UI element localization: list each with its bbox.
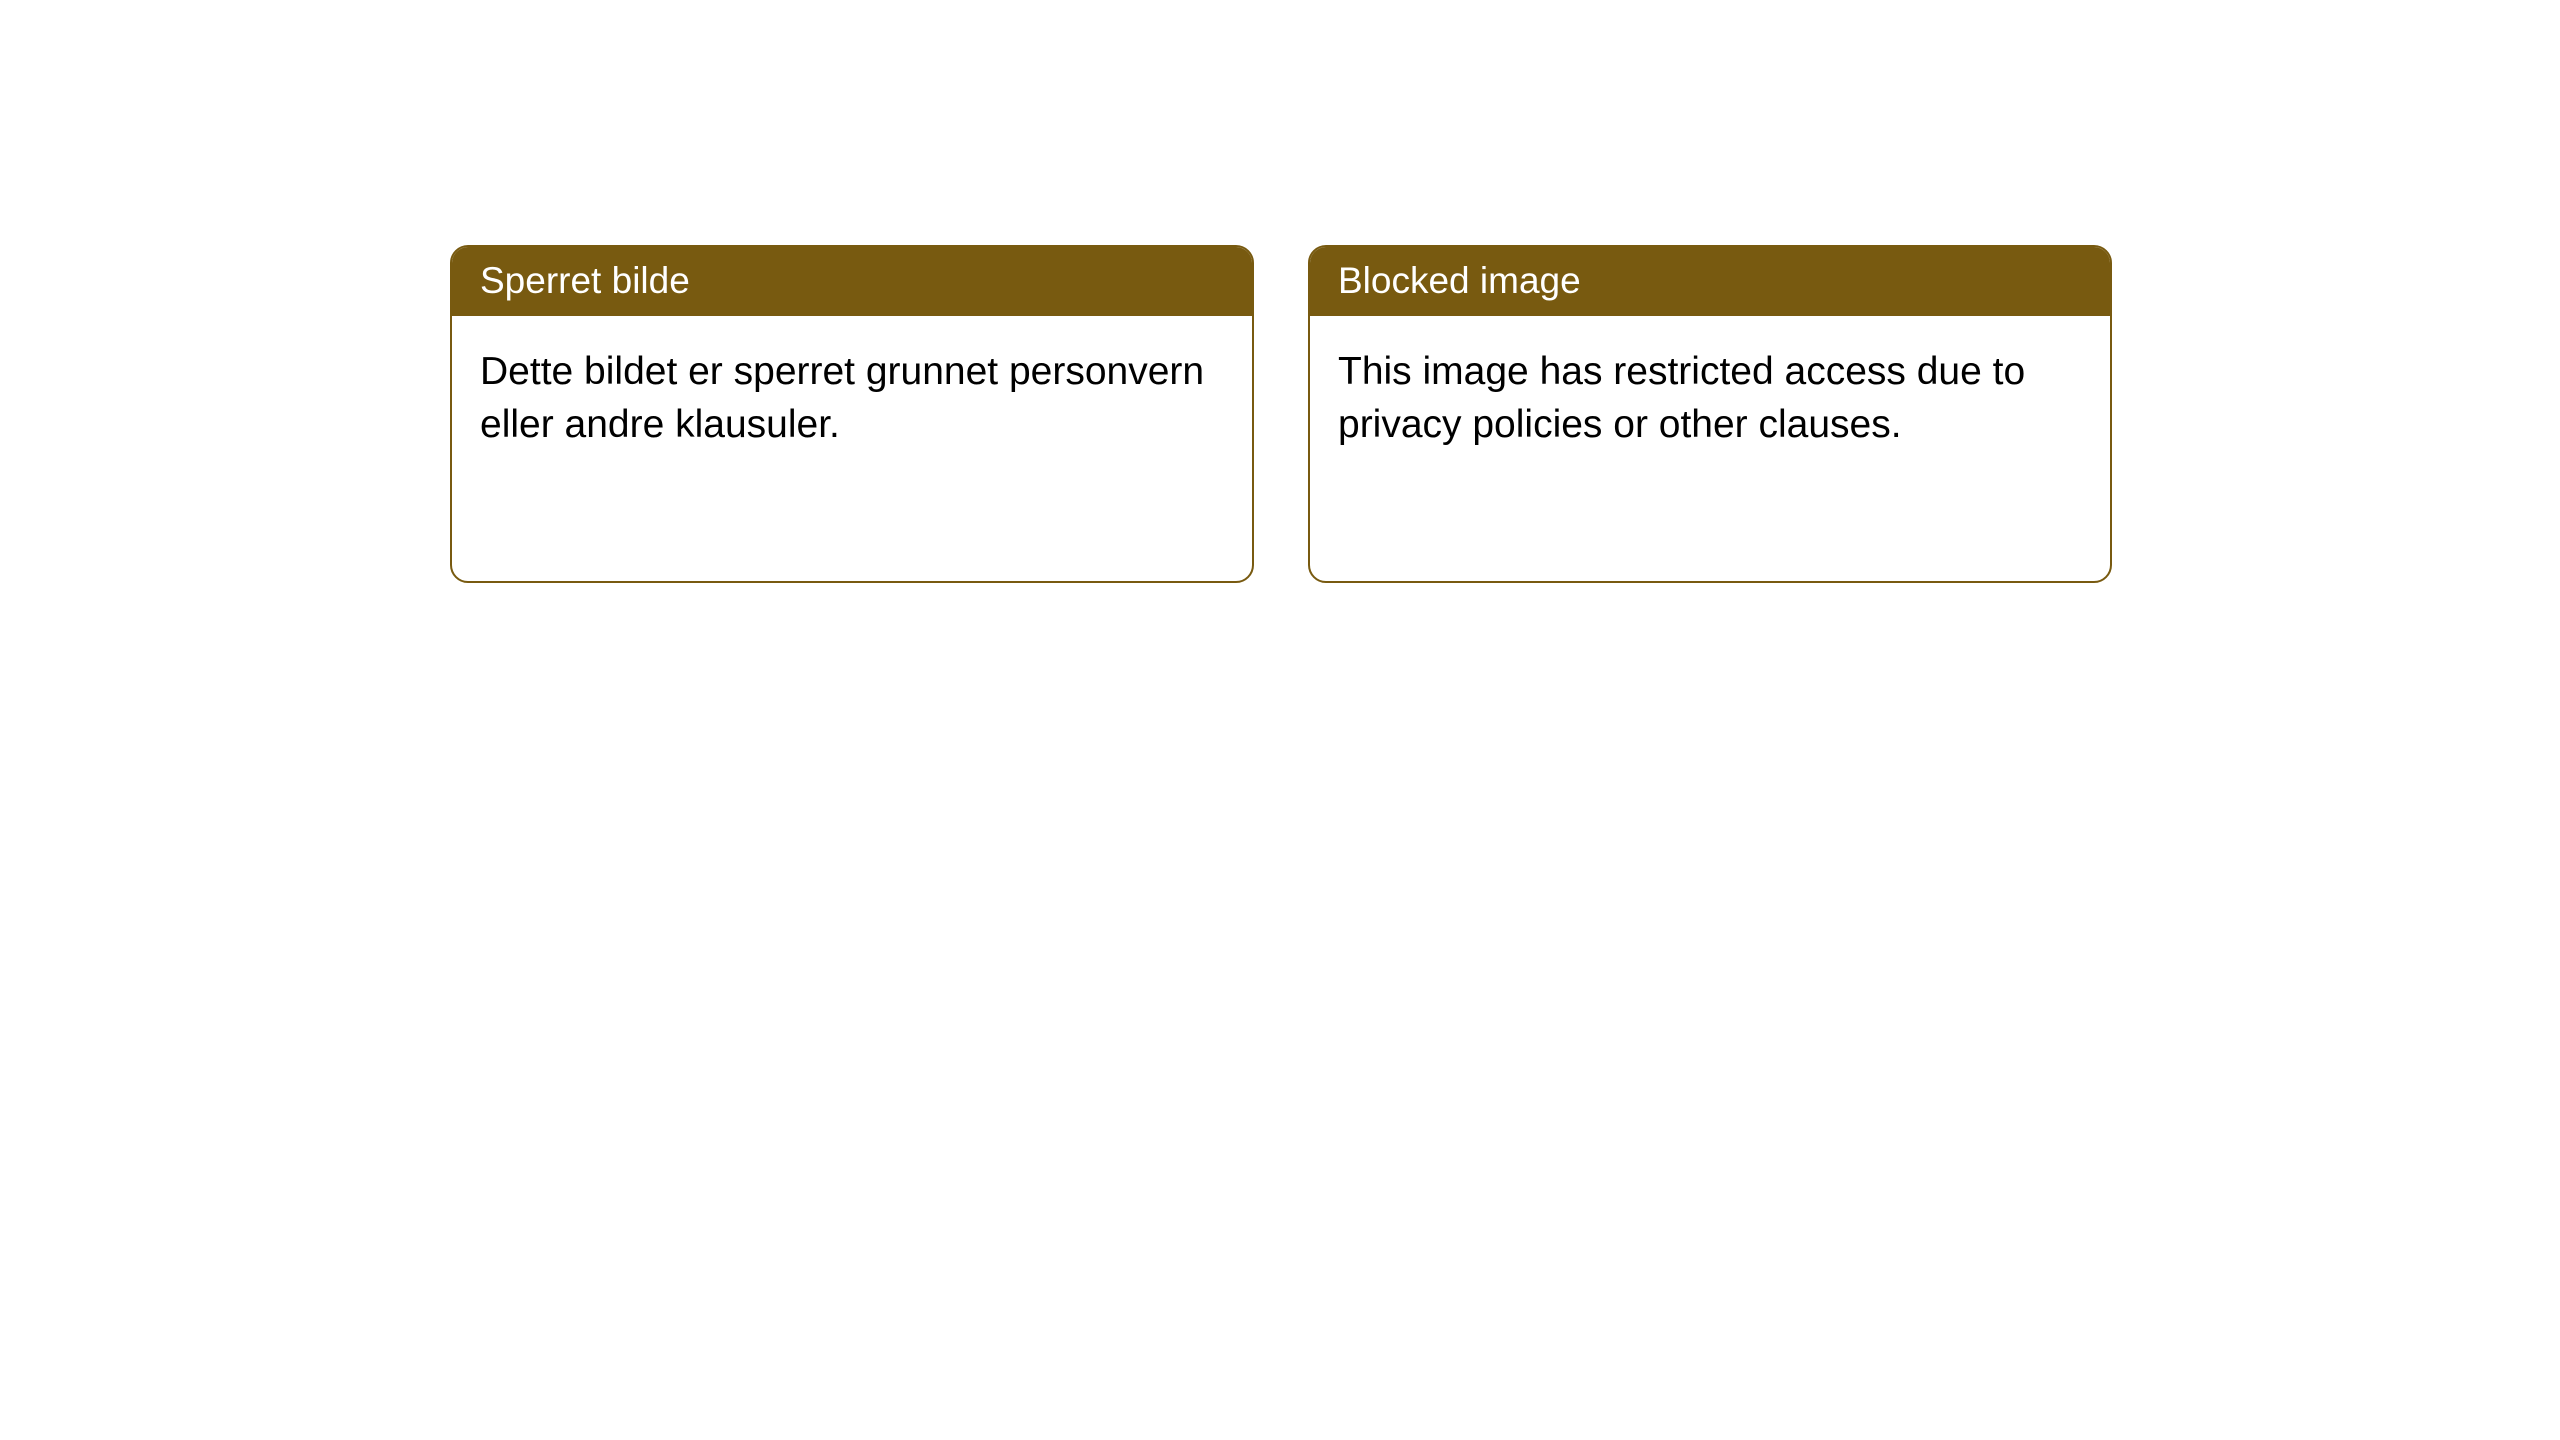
notice-container: Sperret bilde Dette bildet er sperret gr… <box>450 245 2112 583</box>
notice-message: Dette bildet er sperret grunnet personve… <box>452 316 1252 481</box>
notice-message: This image has restricted access due to … <box>1310 316 2110 481</box>
notice-title: Blocked image <box>1310 247 2110 316</box>
notice-card-norwegian: Sperret bilde Dette bildet er sperret gr… <box>450 245 1254 583</box>
notice-card-english: Blocked image This image has restricted … <box>1308 245 2112 583</box>
notice-title: Sperret bilde <box>452 247 1252 316</box>
